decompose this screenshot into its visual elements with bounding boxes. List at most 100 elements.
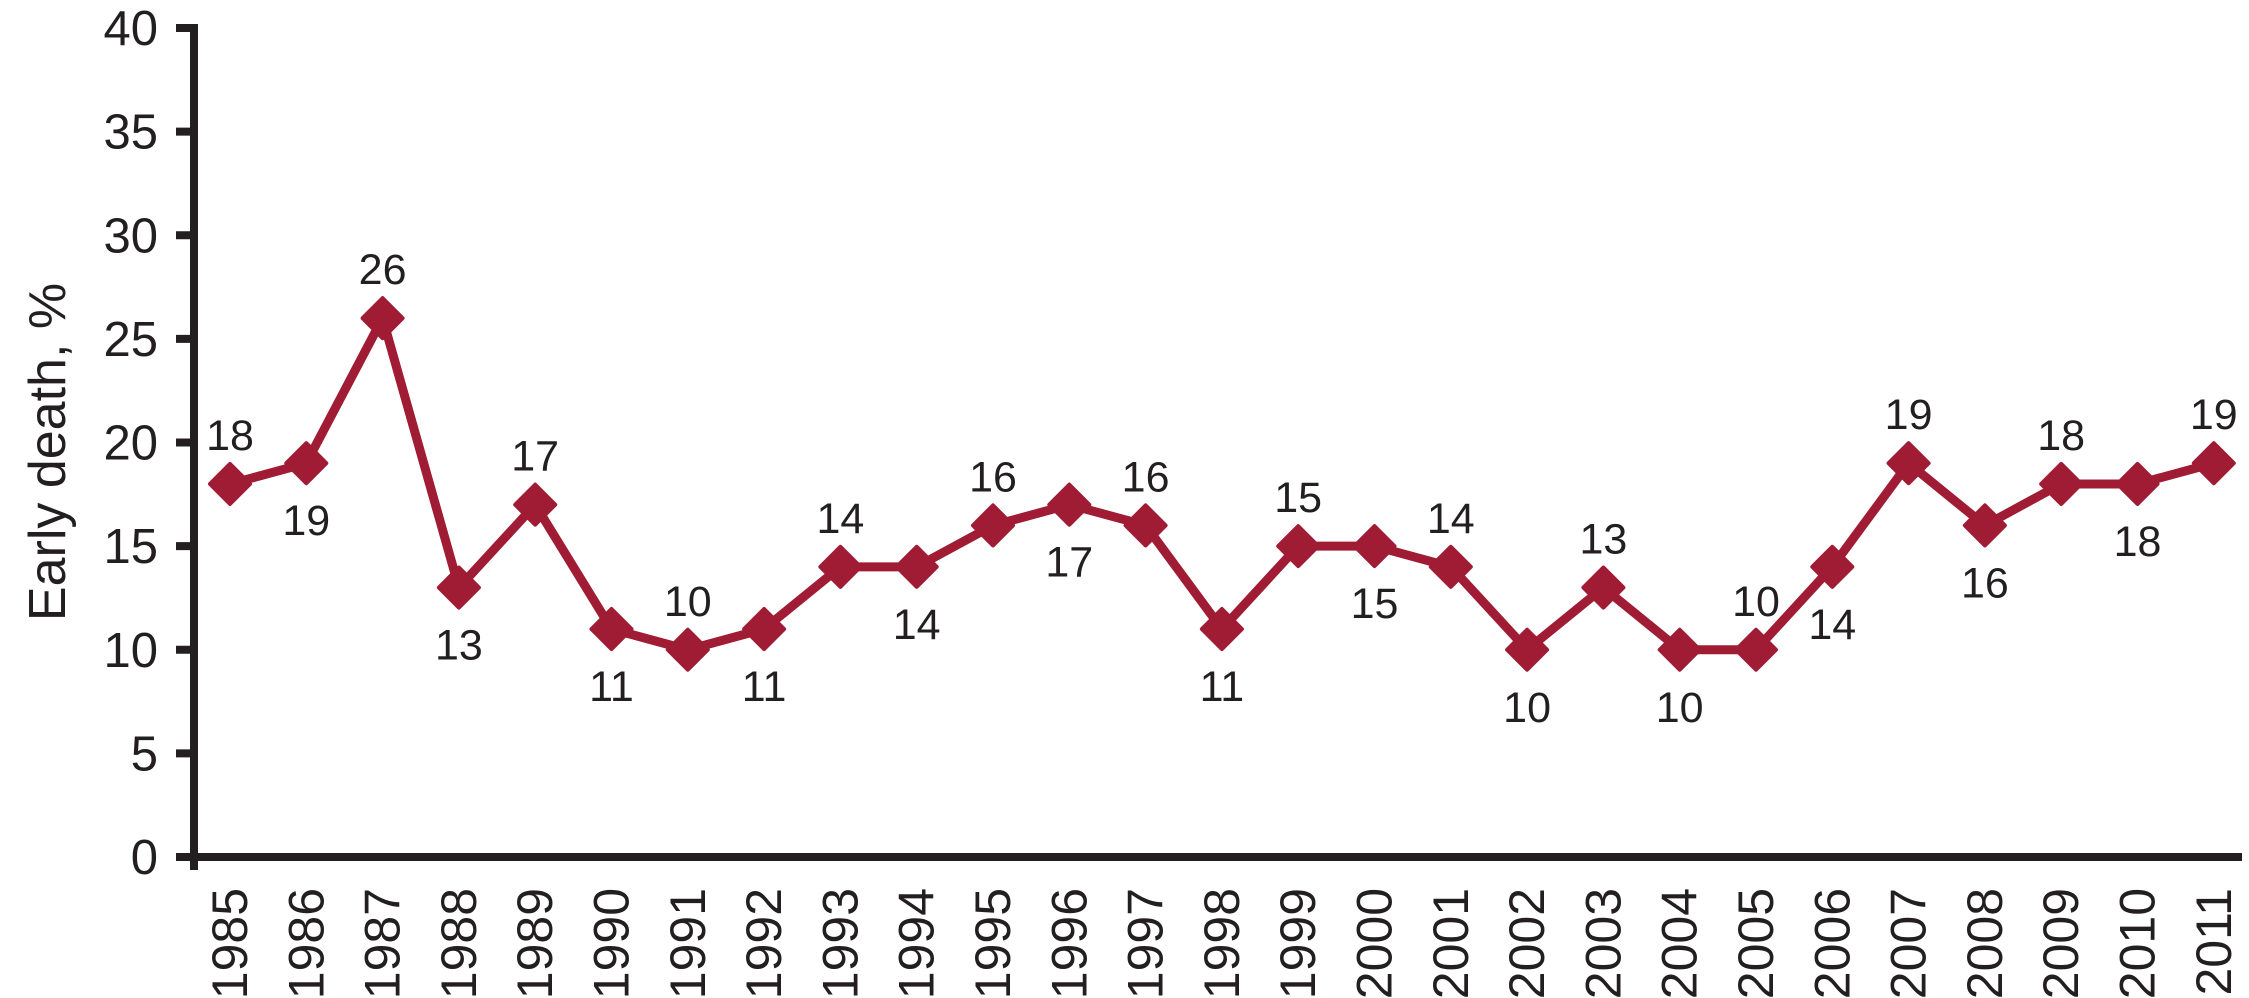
data-point-label: 13	[435, 622, 483, 670]
y-tick	[176, 645, 194, 654]
x-tick-label: 2003	[1575, 888, 1631, 998]
x-tick-label: 1998	[1194, 888, 1250, 998]
data-point-marker	[1505, 627, 1550, 672]
data-point-marker	[742, 607, 787, 652]
data-point-marker	[436, 565, 481, 610]
y-tick-label: 5	[131, 727, 158, 781]
data-point-marker	[513, 482, 558, 527]
x-tick-label: 1993	[812, 888, 868, 998]
y-tick-label: 40	[103, 2, 158, 56]
data-point-marker	[2039, 461, 2084, 506]
data-point-marker	[971, 503, 1015, 548]
x-tick-label: 1994	[889, 888, 945, 998]
x-tick-label: 1997	[1118, 888, 1174, 998]
x-tick-label: 1988	[431, 888, 487, 998]
y-tick-label: 20	[103, 417, 158, 471]
data-point-label: 10	[1732, 578, 1780, 626]
data-point-label: 10	[664, 578, 712, 626]
data-point-marker	[1886, 441, 1931, 486]
x-tick-label: 1995	[965, 888, 1021, 998]
y-tick	[176, 127, 194, 136]
x-tick-label: 2011	[2186, 888, 2242, 996]
x-tick-label: 2000	[1347, 888, 1403, 998]
data-point-label: 16	[969, 453, 1017, 501]
x-tick-label: 1986	[278, 888, 334, 998]
data-point-marker	[2191, 441, 2236, 486]
data-point-marker	[1047, 482, 1092, 527]
data-point-label: 15	[1274, 474, 1322, 522]
data-point-label: 13	[1579, 516, 1627, 564]
y-tick	[176, 438, 194, 447]
data-point-label: 18	[206, 412, 254, 460]
data-point-marker	[360, 296, 405, 341]
data-point-label: 14	[1427, 495, 1475, 543]
x-tick-label: 2002	[1499, 888, 1555, 998]
y-tick-label: 30	[103, 209, 158, 263]
data-point-label: 11	[742, 663, 787, 711]
x-tick-label: 1987	[355, 888, 411, 998]
x-tick-label: 2005	[1728, 888, 1784, 998]
series-line	[225, 313, 2219, 655]
x-tick-label: 2004	[1652, 888, 1708, 998]
data-point-label: 11	[1200, 663, 1245, 711]
data-point-label: 19	[282, 497, 330, 545]
data-point-marker	[1810, 544, 1855, 589]
x-tick-label: 1999	[1270, 888, 1326, 998]
y-tick-label: 15	[103, 520, 158, 574]
x-tick-label: 2009	[2033, 888, 2089, 998]
data-point-label: 19	[1885, 391, 1933, 439]
data-point-label: 18	[2037, 412, 2085, 460]
data-point-marker	[284, 441, 329, 486]
y-tick-label: 10	[103, 624, 158, 678]
data-point-marker	[665, 627, 710, 672]
x-tick-label: 1985	[202, 888, 258, 998]
x-tick-label: 1996	[1041, 888, 1097, 998]
data-point-marker	[894, 544, 939, 589]
x-tick-label: 2010	[2110, 888, 2166, 998]
data-point-marker	[1428, 544, 1473, 589]
y-tick-label: 35	[103, 106, 158, 160]
y-tick	[176, 853, 194, 861]
x-axis-line	[176, 853, 2242, 861]
data-point-marker	[208, 461, 252, 506]
data-point-marker	[1123, 503, 1168, 548]
x-tick-label: 1990	[584, 888, 640, 998]
data-point-marker	[1199, 607, 1244, 652]
data-point-label: 17	[1045, 539, 1093, 587]
data-point-label: 15	[1351, 580, 1399, 628]
y-tick	[176, 749, 194, 758]
y-axis-line	[190, 24, 198, 870]
data-point-label: 16	[1122, 453, 1170, 501]
data-point-label: 14	[893, 601, 941, 649]
data-point-marker	[589, 607, 634, 652]
data-point-marker	[1657, 627, 1702, 672]
data-point-label: 10	[1503, 684, 1551, 732]
data-point-label: 14	[1808, 601, 1856, 649]
x-tick-label: 2007	[1881, 888, 1937, 998]
y-tick	[176, 24, 194, 32]
x-tick-label: 2008	[1957, 888, 2013, 998]
y-tick-label: 0	[131, 831, 158, 885]
y-tick	[176, 334, 194, 343]
data-point-marker	[1734, 627, 1778, 672]
data-point-label: 18	[2114, 518, 2162, 566]
x-tick-label: 1989	[507, 888, 563, 998]
y-tick-label: 25	[103, 313, 158, 367]
data-point-marker	[1352, 524, 1397, 569]
data-point-marker	[1276, 524, 1321, 569]
data-point-label: 16	[1961, 559, 2009, 607]
data-point-marker	[1962, 503, 2007, 548]
data-point-marker	[818, 544, 863, 589]
y-tick	[176, 231, 194, 240]
x-tick-label: 1992	[736, 888, 792, 998]
y-axis-title: Early death, %	[19, 282, 77, 622]
data-point-label: 10	[1656, 684, 1704, 732]
data-point-marker	[2115, 461, 2160, 506]
data-point-label: 14	[816, 495, 864, 543]
data-point-marker	[1581, 565, 1626, 610]
data-point-label: 17	[511, 433, 559, 481]
data-point-label: 11	[589, 663, 634, 711]
x-tick-label: 1991	[660, 888, 716, 998]
